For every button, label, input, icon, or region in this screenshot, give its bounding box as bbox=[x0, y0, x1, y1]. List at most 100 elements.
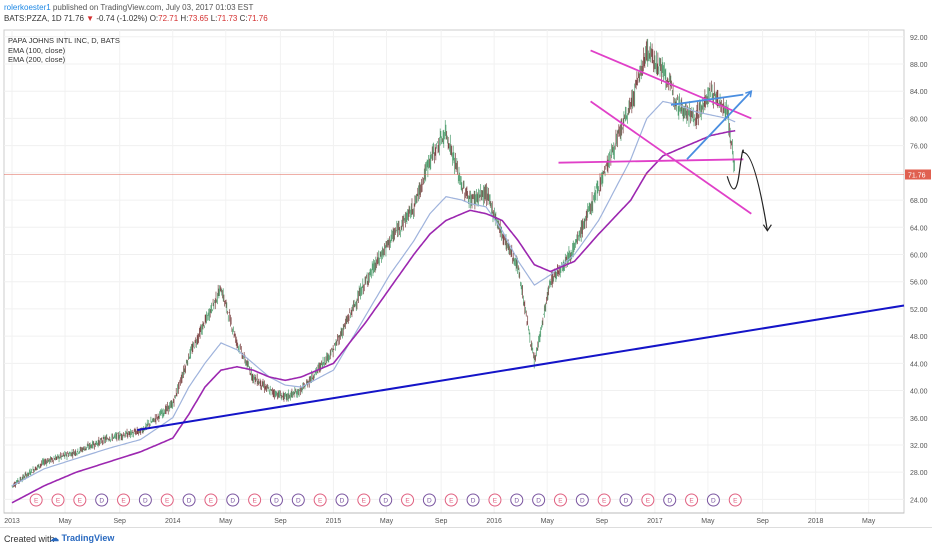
tradingview-cloud-icon: ☁ bbox=[50, 533, 59, 543]
high-value: 73.65 bbox=[188, 14, 209, 23]
y-tick-label: 52.00 bbox=[910, 307, 928, 314]
event-marker-d: D bbox=[422, 493, 436, 507]
open-label: O: bbox=[149, 14, 159, 23]
y-tick-label: 44.00 bbox=[910, 361, 928, 368]
legend-ema100[interactable]: EMA (100, close) bbox=[8, 45, 66, 55]
y-tick-label: 76.00 bbox=[910, 144, 928, 151]
price-chart[interactable]: E E E D E D E D E D E D D E D E D E D E D E D D E D E D E D E D E 92.00 8… bbox=[0, 0, 932, 528]
event-marker-d: D bbox=[532, 493, 546, 507]
event-letter: D bbox=[99, 498, 104, 505]
event-marker-e: E bbox=[728, 493, 742, 507]
event-marker-d: D bbox=[379, 493, 393, 507]
event-marker-d: D bbox=[226, 493, 240, 507]
event-letter: D bbox=[274, 498, 279, 505]
x-tick-label: Sep bbox=[274, 518, 287, 525]
event-letter: E bbox=[252, 498, 257, 505]
event-marker-e: E bbox=[553, 493, 567, 507]
event-circle bbox=[488, 493, 502, 507]
event-circle bbox=[29, 493, 43, 507]
last-price: 71.76 bbox=[63, 14, 84, 23]
drawing-forecast-arrow bbox=[726, 149, 768, 231]
author-link[interactable]: rolerkoester1 bbox=[4, 3, 51, 12]
x-tick-label: May bbox=[219, 518, 233, 525]
y-tick-label: 88.00 bbox=[910, 62, 928, 69]
event-circle bbox=[357, 493, 371, 507]
event-letter: E bbox=[362, 498, 367, 505]
event-circle bbox=[291, 493, 305, 507]
event-circle bbox=[597, 493, 611, 507]
event-letter: D bbox=[471, 498, 476, 505]
event-marker-e: E bbox=[248, 493, 262, 507]
event-letter: E bbox=[78, 498, 83, 505]
drawing-trendline bbox=[137, 304, 905, 431]
event-marker-e: E bbox=[597, 493, 611, 507]
x-tick-label: May bbox=[58, 518, 72, 525]
event-marker-e: E bbox=[641, 493, 655, 507]
x-tick-label: 2016 bbox=[486, 518, 502, 525]
event-circle bbox=[204, 493, 218, 507]
event-letter: D bbox=[514, 498, 519, 505]
event-marker-e: E bbox=[204, 493, 218, 507]
event-letter: E bbox=[405, 498, 410, 505]
interval-label: 1D bbox=[51, 14, 62, 23]
event-marker-e: E bbox=[357, 493, 371, 507]
event-marker-e: E bbox=[73, 493, 87, 507]
tradingview-logo[interactable]: ☁ TradingView bbox=[50, 533, 114, 544]
event-letter: E bbox=[602, 498, 607, 505]
event-letter: D bbox=[711, 498, 716, 505]
y-tick-label: 68.00 bbox=[910, 198, 928, 205]
event-marker-e: E bbox=[160, 493, 174, 507]
y-tick-label: 56.00 bbox=[910, 280, 928, 287]
low-label: L: bbox=[210, 14, 218, 23]
x-tick-label: Sep bbox=[596, 518, 609, 525]
event-marker-d: D bbox=[269, 493, 283, 507]
event-circle bbox=[641, 493, 655, 507]
event-letter: D bbox=[187, 498, 192, 505]
drawing-horizontal bbox=[558, 158, 744, 164]
event-circle bbox=[51, 493, 65, 507]
event-marker-d: D bbox=[510, 493, 524, 507]
event-marker-e: E bbox=[488, 493, 502, 507]
chart-legend: PAPA JOHNS INTL INC, D, BATS EMA (100, c… bbox=[8, 36, 120, 65]
event-circle bbox=[553, 493, 567, 507]
y-tick-label: 28.00 bbox=[910, 470, 928, 477]
event-circle bbox=[401, 493, 415, 507]
y-tick-label: 92.00 bbox=[910, 35, 928, 42]
y-tick-label: 48.00 bbox=[910, 334, 928, 341]
event-letter: D bbox=[536, 498, 541, 505]
open-value: 72.71 bbox=[158, 14, 179, 23]
event-circle bbox=[379, 493, 393, 507]
drawing-wedge-bottom bbox=[686, 90, 752, 160]
event-marker-d: D bbox=[95, 493, 109, 507]
event-circle bbox=[466, 493, 480, 507]
chart-header: rolerkoester1 published on TradingView.c… bbox=[4, 2, 268, 24]
legend-ema200[interactable]: EMA (200, close) bbox=[8, 55, 66, 64]
event-letter: E bbox=[733, 498, 738, 505]
ema100-line bbox=[11, 100, 736, 487]
down-arrow-icon: ▼ bbox=[86, 14, 95, 23]
event-marker-e: E bbox=[401, 493, 415, 507]
event-circle bbox=[160, 493, 174, 507]
close-label: C: bbox=[239, 14, 248, 23]
event-marker-e: E bbox=[29, 493, 43, 507]
y-tick-label: 40.00 bbox=[910, 389, 928, 396]
event-letter: D bbox=[143, 498, 148, 505]
event-letter: E bbox=[318, 498, 323, 505]
event-circle bbox=[182, 493, 196, 507]
x-tick-label: May bbox=[541, 518, 555, 525]
event-marker-e: E bbox=[313, 493, 327, 507]
event-letter: E bbox=[558, 498, 563, 505]
high-label: H: bbox=[180, 14, 189, 23]
event-letter: E bbox=[121, 498, 126, 505]
event-marker-e: E bbox=[444, 493, 458, 507]
last-price-tag-label: 71.76 bbox=[908, 172, 926, 179]
drawing-channel-bottom bbox=[590, 100, 752, 215]
event-letter: D bbox=[383, 498, 388, 505]
published-text: published on TradingView.com, July 03, 2… bbox=[52, 3, 254, 12]
footer-bar: Created with ☁ TradingView bbox=[0, 527, 932, 551]
plot-frame bbox=[3, 29, 905, 514]
ticker-label: BATS:PZZA, bbox=[4, 14, 50, 23]
event-letter: D bbox=[427, 498, 432, 505]
legend-symbol[interactable]: PAPA JOHNS INTL INC, D, BATS bbox=[8, 36, 120, 45]
